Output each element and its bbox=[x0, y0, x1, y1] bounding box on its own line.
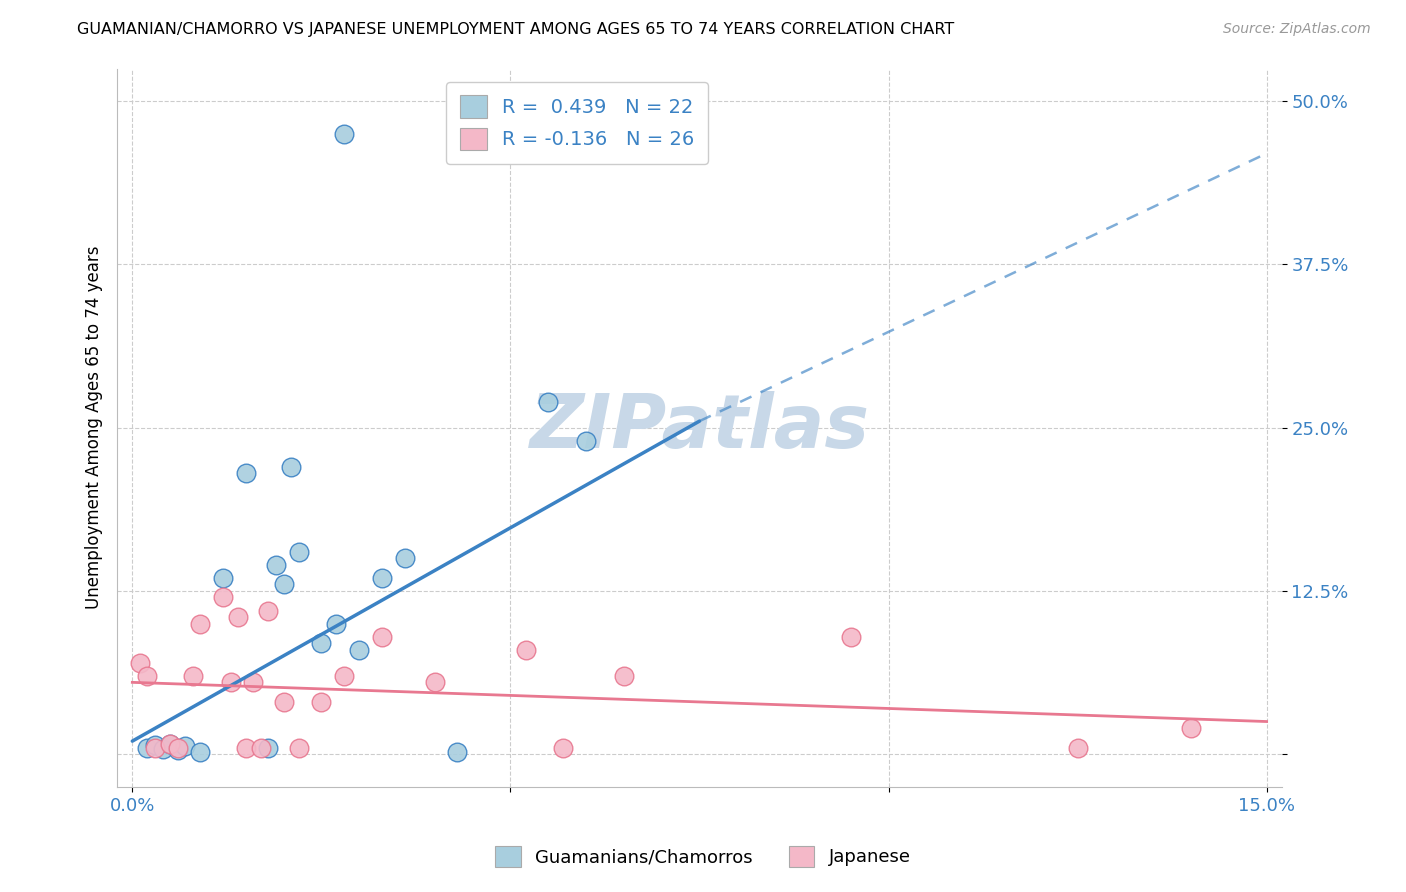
Point bbox=[394, 551, 416, 566]
Legend: R =  0.439   N = 22, R = -0.136   N = 26: R = 0.439 N = 22, R = -0.136 N = 26 bbox=[446, 82, 709, 164]
Y-axis label: Unemployment Among Ages 65 to 74 years: Unemployment Among Ages 65 to 74 years bbox=[86, 246, 103, 609]
Point bbox=[423, 675, 446, 690]
Point bbox=[136, 669, 159, 683]
Point bbox=[287, 740, 309, 755]
Point bbox=[264, 558, 287, 572]
Point bbox=[136, 740, 159, 755]
Point bbox=[537, 394, 560, 409]
Point bbox=[280, 459, 302, 474]
Point bbox=[212, 591, 235, 605]
Point bbox=[1180, 721, 1202, 735]
Point bbox=[219, 675, 242, 690]
Point bbox=[311, 695, 333, 709]
Point bbox=[273, 695, 295, 709]
Point bbox=[212, 571, 235, 585]
Point bbox=[166, 740, 188, 755]
Point bbox=[1066, 740, 1088, 755]
Point bbox=[839, 630, 862, 644]
Point bbox=[235, 740, 257, 755]
Point bbox=[143, 740, 166, 755]
Point bbox=[190, 616, 212, 631]
Point bbox=[515, 642, 537, 657]
Point bbox=[287, 545, 309, 559]
Point bbox=[143, 738, 166, 752]
Point bbox=[235, 467, 257, 481]
Point bbox=[257, 603, 280, 617]
Point bbox=[273, 577, 295, 591]
Point bbox=[181, 669, 204, 683]
Point bbox=[152, 742, 174, 756]
Point bbox=[613, 669, 636, 683]
Point bbox=[446, 745, 468, 759]
Point bbox=[325, 616, 347, 631]
Text: GUAMANIAN/CHAMORRO VS JAPANESE UNEMPLOYMENT AMONG AGES 65 TO 74 YEARS CORRELATIO: GUAMANIAN/CHAMORRO VS JAPANESE UNEMPLOYM… bbox=[77, 22, 955, 37]
Point bbox=[311, 636, 333, 650]
Text: Source: ZipAtlas.com: Source: ZipAtlas.com bbox=[1223, 22, 1371, 37]
Point bbox=[333, 127, 356, 141]
Point bbox=[242, 675, 264, 690]
Point bbox=[371, 571, 394, 585]
Point bbox=[553, 740, 575, 755]
Legend: Guamanians/Chamorros, Japanese: Guamanians/Chamorros, Japanese bbox=[488, 838, 918, 874]
Point bbox=[166, 743, 188, 757]
Point bbox=[575, 434, 598, 448]
Point bbox=[190, 745, 212, 759]
Point bbox=[333, 669, 356, 683]
Point bbox=[226, 610, 249, 624]
Point bbox=[257, 740, 280, 755]
Text: ZIPatlas: ZIPatlas bbox=[530, 392, 869, 464]
Point bbox=[174, 739, 197, 754]
Point bbox=[371, 630, 394, 644]
Point bbox=[159, 737, 181, 751]
Point bbox=[347, 642, 370, 657]
Point bbox=[128, 656, 150, 670]
Point bbox=[159, 737, 181, 751]
Point bbox=[250, 740, 273, 755]
